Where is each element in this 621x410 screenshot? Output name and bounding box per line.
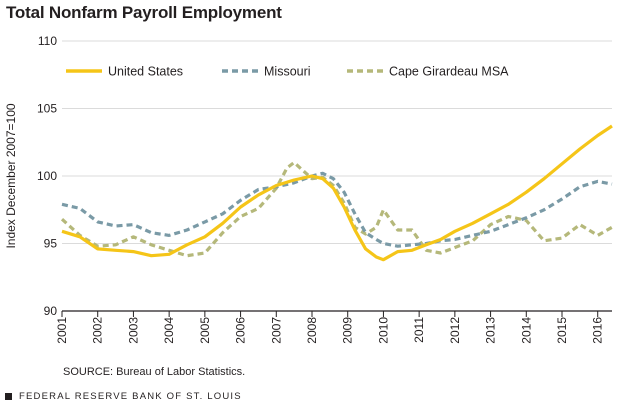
y-axis-ticks: 90 95 100 105 110 xyxy=(37,34,57,318)
x-tick-label: 2001 xyxy=(55,317,69,344)
x-tick-label: 2008 xyxy=(305,317,319,344)
x-tick-label: 2009 xyxy=(341,317,355,344)
x-tick-label: 2002 xyxy=(91,317,105,344)
source-note: SOURCE: Bureau of Labor Statistics. xyxy=(63,366,246,378)
x-tick-label: 2014 xyxy=(519,317,533,344)
y-tick-label: 105 xyxy=(37,102,57,116)
x-tick-label: 2016 xyxy=(591,317,605,344)
y-tick-label: 90 xyxy=(44,304,58,318)
y-axis-label: Index December 2007=100 xyxy=(4,103,18,248)
legend-label: United States xyxy=(108,65,183,79)
y-tick-label: 95 xyxy=(44,237,58,251)
x-tick-label: 2005 xyxy=(198,317,212,344)
square-bullet-icon xyxy=(5,393,12,400)
legend-label: Missouri xyxy=(264,65,311,79)
x-tick-label: 2004 xyxy=(162,317,176,344)
legend: United States Missouri Cape Girardeau MSA xyxy=(66,65,509,79)
x-tick-label: 2003 xyxy=(126,317,140,344)
series-line-missouri xyxy=(61,171,613,248)
x-tick-label: 2007 xyxy=(269,317,283,344)
chart-title: Total Nonfarm Payroll Employment xyxy=(6,3,282,22)
gridlines xyxy=(62,40,612,312)
y-tick-label: 110 xyxy=(38,34,57,48)
x-tick-label: 2015 xyxy=(555,317,569,344)
series-line-cape-girardeau-msa xyxy=(60,160,613,258)
x-tick-label: 2006 xyxy=(234,317,248,344)
footer-text: FEDERAL RESERVE BANK OF ST. LOUIS xyxy=(19,391,242,402)
y-tick-label: 100 xyxy=(37,169,57,183)
x-axis-ticks: 2001 2002 2003 2004 2005 2006 2007 2008 2009 2010… xyxy=(55,311,605,344)
x-tick-label: 2011 xyxy=(412,317,426,343)
series-line-united-states xyxy=(61,124,613,262)
x-tick-label: 2013 xyxy=(484,317,498,344)
footer: FEDERAL RESERVE BANK OF ST. LOUIS xyxy=(5,391,242,402)
x-tick-label: 2012 xyxy=(448,317,462,344)
series-lines xyxy=(60,124,613,262)
legend-label: Cape Girardeau MSA xyxy=(389,65,509,79)
x-tick-label: 2010 xyxy=(376,317,390,344)
